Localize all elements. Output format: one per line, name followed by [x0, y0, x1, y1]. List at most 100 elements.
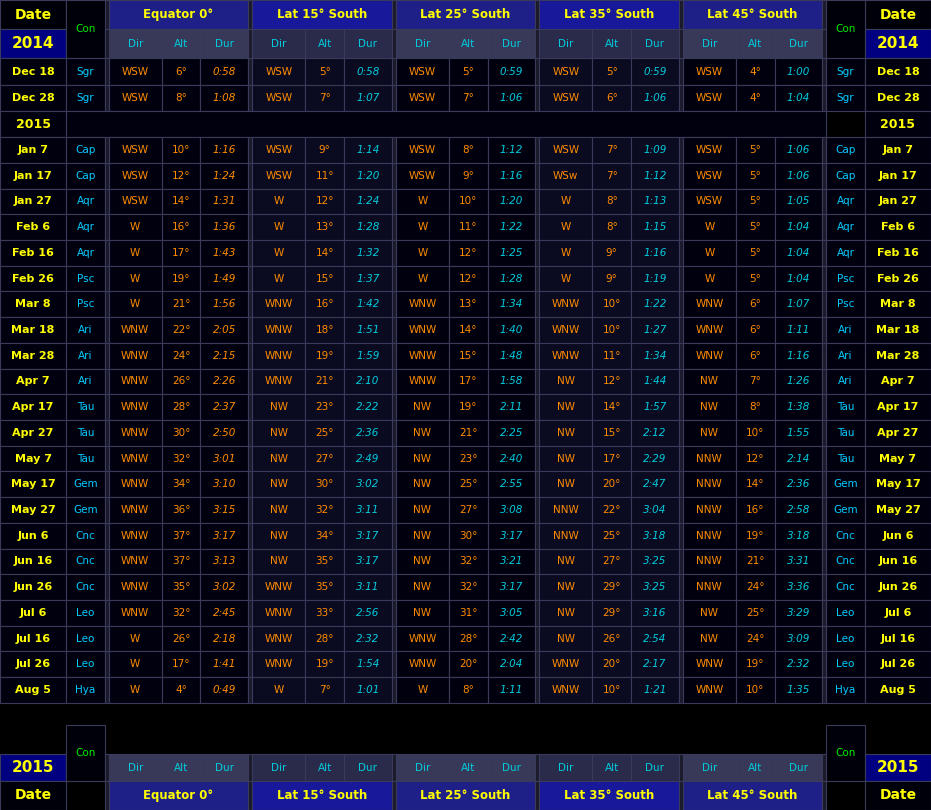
Text: 3:31: 3:31: [787, 556, 810, 566]
Bar: [109, 215, 162, 240]
Bar: [488, 343, 535, 369]
Bar: [305, 471, 344, 497]
Text: 1:42: 1:42: [357, 299, 380, 309]
Text: 1:12: 1:12: [643, 171, 667, 181]
Bar: [682, 266, 736, 292]
Text: 2015: 2015: [12, 760, 54, 775]
Bar: [66, 725, 105, 781]
Bar: [0, 600, 66, 625]
Bar: [66, 58, 105, 85]
Text: Equator 0°: Equator 0°: [143, 789, 213, 802]
Text: Gem: Gem: [74, 505, 98, 515]
Text: 2:05: 2:05: [212, 325, 236, 335]
Text: 1:44: 1:44: [643, 377, 667, 386]
Bar: [200, 58, 249, 85]
Bar: [200, 420, 249, 446]
Bar: [0, 446, 66, 471]
Bar: [200, 266, 249, 292]
Bar: [0, 266, 66, 292]
Text: Date: Date: [880, 788, 916, 803]
Text: Gem: Gem: [833, 480, 857, 489]
Text: Hya: Hya: [75, 685, 96, 695]
Bar: [631, 85, 679, 112]
Text: 3:17: 3:17: [212, 531, 236, 541]
Bar: [249, 58, 252, 85]
Bar: [344, 754, 392, 781]
Text: WSW: WSW: [409, 145, 436, 155]
Bar: [826, 446, 865, 471]
Bar: [539, 394, 592, 420]
Bar: [736, 548, 775, 574]
Text: 1:12: 1:12: [500, 145, 523, 155]
Bar: [592, 548, 631, 574]
Bar: [679, 781, 682, 810]
Text: WNW: WNW: [121, 402, 149, 412]
Bar: [865, 754, 931, 781]
Bar: [679, 446, 682, 471]
Text: 1:28: 1:28: [500, 274, 523, 284]
Text: Aqr: Aqr: [837, 248, 855, 258]
Bar: [679, 523, 682, 548]
Bar: [539, 343, 592, 369]
Text: NNW: NNW: [553, 505, 579, 515]
Text: Dur: Dur: [645, 762, 665, 773]
Bar: [0, 548, 66, 574]
Text: Sgr: Sgr: [837, 66, 855, 77]
Bar: [535, 215, 539, 240]
Text: 1:04: 1:04: [787, 274, 810, 284]
Text: Apr 7: Apr 7: [881, 377, 915, 386]
Bar: [592, 266, 631, 292]
Text: Feb 16: Feb 16: [12, 248, 54, 258]
Bar: [592, 497, 631, 523]
Bar: [865, 343, 931, 369]
Text: 27°: 27°: [316, 454, 334, 463]
Bar: [488, 29, 535, 58]
Bar: [682, 215, 736, 240]
Text: 2:32: 2:32: [787, 659, 810, 669]
Text: Leo: Leo: [76, 659, 95, 669]
Bar: [865, 292, 931, 318]
Bar: [162, 215, 200, 240]
Text: Jun 26: Jun 26: [878, 582, 918, 592]
Bar: [631, 240, 679, 266]
Bar: [682, 651, 736, 677]
Bar: [305, 523, 344, 548]
Text: WNW: WNW: [121, 480, 149, 489]
Text: 16°: 16°: [316, 299, 334, 309]
Text: NW: NW: [557, 582, 574, 592]
Text: 19°: 19°: [459, 402, 478, 412]
Text: 5°: 5°: [749, 171, 762, 181]
Bar: [822, 318, 826, 343]
Text: W: W: [560, 274, 571, 284]
Text: NW: NW: [557, 556, 574, 566]
Text: Cap: Cap: [75, 145, 96, 155]
Text: 33°: 33°: [316, 608, 334, 618]
Text: 23°: 23°: [316, 402, 334, 412]
Text: WNW: WNW: [408, 325, 437, 335]
Bar: [822, 85, 826, 112]
Bar: [105, 600, 109, 625]
Text: Lat 45° South: Lat 45° South: [708, 789, 798, 802]
Bar: [252, 85, 305, 112]
Text: Dur: Dur: [645, 39, 665, 49]
Bar: [109, 471, 162, 497]
Text: 22°: 22°: [602, 505, 621, 515]
Bar: [592, 58, 631, 85]
Bar: [775, 471, 822, 497]
Bar: [449, 651, 488, 677]
Bar: [105, 625, 109, 651]
Text: 1:31: 1:31: [212, 197, 236, 207]
Bar: [200, 497, 249, 523]
Text: Dir: Dir: [271, 762, 287, 773]
Text: W: W: [417, 274, 427, 284]
Bar: [0, 189, 66, 215]
Text: W: W: [274, 222, 284, 232]
Bar: [736, 369, 775, 394]
Text: 3:25: 3:25: [643, 556, 667, 566]
Bar: [822, 137, 826, 163]
Text: Lat 45° South: Lat 45° South: [708, 8, 798, 21]
Text: 2:49: 2:49: [357, 454, 380, 463]
Text: 1:05: 1:05: [787, 197, 810, 207]
Text: 6°: 6°: [606, 93, 618, 103]
Bar: [822, 574, 826, 600]
